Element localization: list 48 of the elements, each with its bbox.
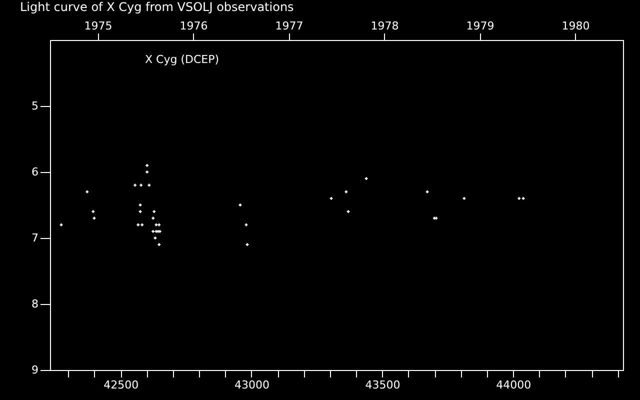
y-tick-label: 7 [32,232,38,244]
point [522,196,525,200]
point [140,184,142,187]
x2-tick-label: 1980 [562,20,590,32]
point [136,223,140,226]
point [146,164,148,167]
point [364,177,368,180]
x-tick-label: 44000 [496,378,532,392]
y-tick-label: 8 [32,298,38,310]
point [152,210,156,214]
y-tick-label: 5 [32,100,38,112]
point [148,184,151,187]
point [246,243,249,246]
point [158,223,161,226]
point [154,236,157,240]
point [138,210,142,214]
point [138,204,142,206]
x-tick-label: 43000 [234,378,270,392]
point [462,196,466,200]
chart-title: Light curve of X Cyg from VSOLJ observations [20,0,294,14]
point [518,196,521,200]
point [134,184,136,187]
point [140,223,144,226]
y-tick-label: 9 [32,364,38,376]
point [426,190,429,194]
x-tick-label: 42500 [104,378,139,392]
point [346,210,350,214]
x2-tick-label: 1976 [180,20,208,32]
x-tick-label: 43500 [365,378,400,392]
x2-tick-label: 1978 [370,20,399,32]
x2-tick-label: 1977 [275,20,304,32]
point [158,243,161,246]
point [344,190,348,194]
point [330,196,333,200]
point [152,216,154,220]
point [86,190,89,194]
point [238,204,242,206]
point [154,223,158,226]
y-tick-label: 6 [32,166,38,178]
x2-tick-label: 1979 [466,20,494,32]
x2-tick-label: 1975 [84,20,112,32]
point [92,210,95,214]
point [146,170,148,174]
point [244,223,248,226]
point [152,230,154,233]
annotation: X Cyg (DCEP) [145,53,220,66]
point [92,216,96,220]
point [60,223,63,226]
